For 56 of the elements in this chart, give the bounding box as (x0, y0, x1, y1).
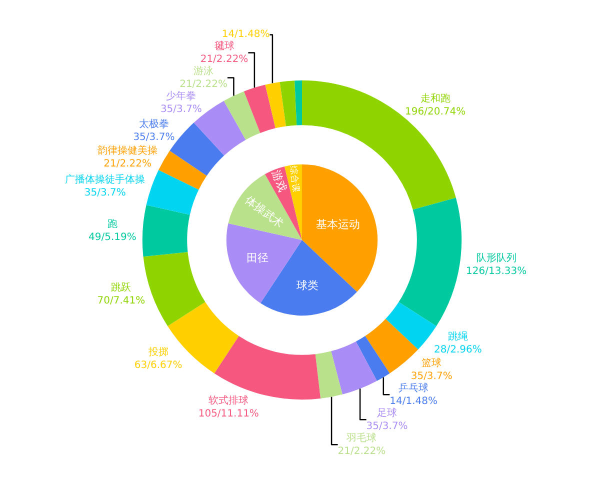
slice-label: 羽毛球 (346, 432, 377, 444)
data-label: 35/3.7% (84, 187, 126, 198)
data-label: 126/13.33% (466, 266, 527, 277)
donut-slice (331, 341, 377, 394)
data-label: 21/2.22% (104, 158, 152, 170)
slice-label: 游泳 (194, 65, 214, 78)
slice-label: 毽球 (214, 40, 234, 52)
data-label: 70/7.41% (97, 296, 146, 307)
donut-slice (365, 318, 418, 374)
donut-slice (294, 80, 302, 126)
data-label: 14/1.48% (222, 29, 270, 40)
data-label: 35/3.7% (410, 371, 452, 382)
slice-label: 投掷 (147, 346, 168, 358)
slice-label: 足球 (377, 407, 398, 420)
data-label: 35/3.7% (366, 421, 408, 432)
slice-label: 队形队列 (476, 252, 516, 264)
data-label: 21/2.22% (200, 54, 248, 66)
data-label: 49/5.19% (88, 232, 136, 244)
donut-slice (158, 150, 207, 190)
donut-slice (356, 336, 390, 381)
slice-label: 软式排球 (208, 394, 249, 407)
donut-slice (146, 170, 199, 215)
slice-label: 走和跑 (420, 92, 450, 105)
data-label: 14/1.48% (390, 396, 438, 408)
donut-slice (386, 302, 436, 350)
slice-label: 韵律操健美操 (98, 144, 158, 157)
data-label: 28/2.96% (434, 344, 482, 356)
donut-slice (398, 198, 462, 326)
slice-label: 广播体操徒手体操 (65, 173, 146, 186)
donut-slice (244, 84, 276, 133)
donut-slice (142, 205, 190, 257)
donut-slice (280, 80, 297, 126)
slice-label: 游戏 (268, 168, 290, 194)
data-label: 21/2.22% (338, 446, 386, 458)
slice-label: 体操武术 (242, 194, 286, 230)
slice-label: 基本运动 (316, 218, 360, 231)
data-label: 21/2.22% (180, 79, 228, 90)
data-label: 35/3.7% (160, 104, 202, 116)
data-label: 105/11.11% (198, 408, 259, 420)
data-label: 63/6.67% (134, 360, 182, 371)
slice-label: 跳绳 (448, 330, 468, 342)
slice-label: 篮球 (422, 357, 442, 370)
slice-label: 太极拳 (138, 118, 169, 130)
slice-label: 田径 (246, 252, 268, 265)
donut-slice (265, 82, 286, 128)
slice-label: 少年拳 (166, 90, 196, 102)
slice-label: 综合课 (288, 165, 302, 194)
donut-slice (315, 351, 342, 399)
donut-slice (224, 91, 260, 140)
data-label: 196/20.74% (405, 106, 466, 118)
donut-slice (143, 252, 206, 326)
slice-label: 球类 (296, 279, 318, 292)
data-label: 35/3.7% (133, 132, 175, 144)
slice-label: 跳跃 (111, 282, 132, 294)
slice-label: 乒乓球 (398, 382, 429, 394)
slice-label: 跑 (107, 218, 118, 230)
